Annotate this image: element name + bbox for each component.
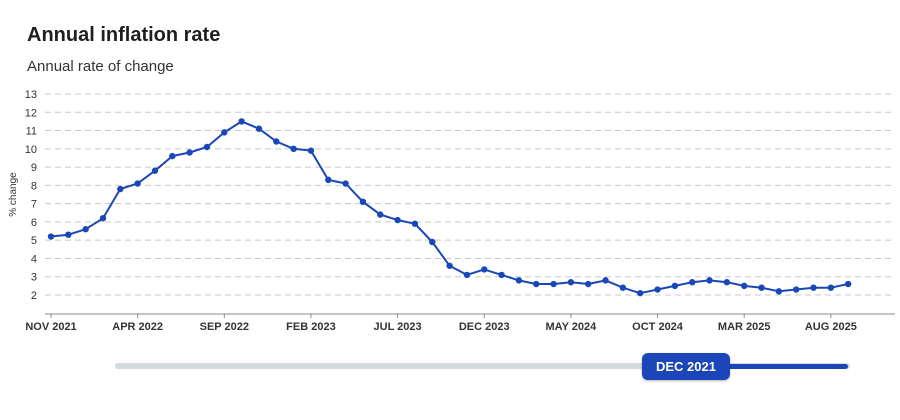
x-tick-label: DEC 2023 [459,321,510,333]
line-chart: 2 3 4 5 6 7 8 9 10 11 12 13 NOV 2021 APR 2022 SEP 2022… [8,89,895,333]
data-point [706,277,713,284]
data-point [273,138,280,145]
time-slider-fill [728,364,848,369]
x-tick-label: MAR 2025 [718,321,771,333]
time-slider-handle[interactable]: DEC 2021 [642,353,730,380]
data-point [827,284,835,291]
x-tick-label: MAY 2024 [546,321,598,333]
data-point [82,226,89,233]
data-point [290,145,297,153]
data-point [689,279,696,286]
y-tick-label: 3 [31,272,37,284]
data-point [775,288,783,295]
x-tick-label: APR 2022 [112,321,163,333]
chart-title: Annual inflation rate [27,24,221,46]
data-point [637,289,644,297]
data-point [792,286,800,293]
y-tick-label: 11 [26,126,37,138]
data-point [169,152,176,160]
chart-subtitle: Annual rate of change [27,58,174,75]
data-point [723,279,731,286]
x-tick-label: AUG 2025 [805,321,857,333]
data-point [567,279,575,286]
data-point [758,284,765,291]
data-point [359,198,367,206]
data-point [585,280,592,288]
data-point [151,167,159,174]
data-point [671,282,679,290]
data-point [429,238,436,246]
y-tick-label: 4 [31,253,37,265]
y-tick-label: 9 [31,162,37,174]
data-point [741,282,748,290]
data-point [619,284,627,291]
data-point [810,284,817,291]
data-point [221,129,228,136]
x-tick-label: JUL 2023 [374,321,422,333]
y-axis-label: % change [8,172,19,217]
data-point [550,280,557,288]
y-tick-label: 7 [31,199,37,211]
y-tick-label: 10 [25,144,37,156]
data-point [394,216,401,224]
data-point [446,262,453,269]
data-point [307,147,315,154]
data-point [238,118,245,125]
data-point [186,149,193,156]
data-point [481,266,488,273]
x-tick-label: FEB 2023 [286,321,336,333]
data-point [117,185,124,193]
data-point [377,211,384,218]
data-point [203,143,211,151]
x-tick-label: SEP 2022 [200,321,249,333]
data-point [134,180,141,187]
x-tick-label: NOV 2021 [25,321,76,333]
y-tick-label: 2 [31,290,37,302]
data-point [65,231,72,238]
time-slider-track[interactable] [115,363,850,369]
y-tick-label: 8 [31,180,37,192]
y-tick-label: 5 [31,235,37,247]
data-point [533,280,540,288]
data-point [99,215,107,222]
x-tick-label: OCT 2024 [632,321,684,333]
data-point [515,277,523,284]
data-point [325,176,332,184]
data-point [602,277,609,284]
y-tick-label: 13 [25,89,37,101]
data-point [654,286,661,293]
y-tick-label: 12 [25,107,37,119]
data-point [342,180,349,187]
data-point [844,280,852,288]
data-point [498,271,505,279]
y-tick-label: 6 [31,217,37,229]
data-point [255,125,263,132]
data-point [463,271,471,279]
data-point [411,220,419,227]
data-point [47,233,55,240]
